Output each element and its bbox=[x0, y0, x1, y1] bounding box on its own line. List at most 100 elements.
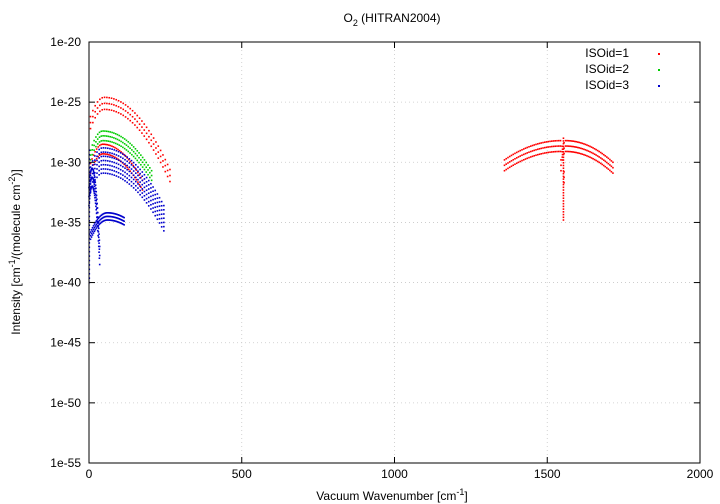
data-point bbox=[98, 154, 101, 156]
data-point bbox=[596, 155, 599, 157]
data-point bbox=[117, 99, 120, 102]
data-point bbox=[104, 172, 107, 175]
data-point bbox=[139, 177, 141, 179]
data-point bbox=[117, 111, 120, 114]
data-point bbox=[562, 153, 565, 156]
data-point bbox=[581, 142, 584, 145]
data-point bbox=[589, 145, 591, 148]
data-point bbox=[554, 150, 557, 153]
data-point bbox=[98, 141, 101, 143]
data-point bbox=[106, 143, 109, 146]
data-point bbox=[150, 199, 152, 202]
data-point bbox=[96, 107, 99, 109]
data-point bbox=[91, 164, 94, 166]
data-point bbox=[91, 158, 93, 160]
data-point bbox=[114, 213, 117, 215]
data-point bbox=[114, 142, 117, 145]
data-point bbox=[149, 167, 151, 169]
data-point bbox=[156, 193, 159, 195]
data-point bbox=[163, 221, 165, 224]
data-point bbox=[562, 137, 565, 140]
data-point bbox=[503, 169, 506, 172]
data-point bbox=[90, 178, 93, 180]
data-point bbox=[139, 168, 141, 171]
data-point bbox=[94, 104, 96, 107]
data-point bbox=[131, 153, 133, 156]
data-point bbox=[139, 172, 141, 175]
data-point bbox=[517, 161, 520, 164]
data-point bbox=[561, 148, 564, 150]
data-point bbox=[586, 149, 588, 152]
data-point bbox=[89, 238, 92, 241]
data-point bbox=[109, 156, 111, 158]
data-point bbox=[95, 199, 98, 202]
data-point bbox=[135, 168, 137, 170]
data-point bbox=[607, 157, 610, 160]
data-point bbox=[132, 178, 135, 181]
data-point bbox=[106, 96, 108, 99]
data-point bbox=[145, 193, 148, 196]
data-point bbox=[89, 154, 92, 156]
data-point bbox=[99, 98, 101, 101]
data-point bbox=[134, 157, 137, 160]
data-point bbox=[155, 153, 157, 155]
data-point bbox=[115, 216, 118, 219]
data-point bbox=[154, 210, 157, 213]
data-point bbox=[157, 157, 160, 159]
data-point bbox=[152, 198, 154, 201]
data-point bbox=[98, 216, 101, 218]
data-point bbox=[570, 151, 573, 153]
data-point bbox=[114, 137, 117, 140]
data-point bbox=[92, 178, 95, 181]
data-point bbox=[97, 227, 100, 230]
data-point bbox=[117, 148, 119, 151]
data-point bbox=[162, 166, 164, 168]
data-point bbox=[123, 216, 125, 219]
data-point bbox=[94, 180, 96, 182]
data-point bbox=[106, 215, 109, 218]
data-point bbox=[89, 181, 92, 183]
data-point bbox=[115, 170, 118, 173]
data-point bbox=[115, 110, 118, 113]
data-point bbox=[160, 217, 163, 220]
data-point bbox=[98, 245, 101, 248]
data-point bbox=[158, 196, 161, 199]
data-point bbox=[106, 160, 109, 162]
data-point bbox=[98, 136, 101, 138]
tick-labels: 0 500 1000 1500 2000 1e-20 1e-25 1e-30 1e-35 1e-4… bbox=[50, 35, 713, 481]
data-point bbox=[95, 203, 98, 206]
data-point bbox=[91, 181, 94, 183]
data-point bbox=[113, 216, 116, 219]
data-point bbox=[117, 105, 120, 108]
data-point bbox=[117, 171, 120, 174]
data-point bbox=[108, 96, 111, 99]
data-point bbox=[584, 143, 587, 146]
data-point bbox=[96, 133, 99, 136]
data-point bbox=[124, 104, 127, 106]
data-point bbox=[116, 217, 119, 219]
data-point bbox=[533, 154, 536, 157]
data-point bbox=[542, 147, 544, 149]
data-point bbox=[89, 183, 92, 185]
data-point bbox=[111, 156, 113, 159]
data-point bbox=[589, 151, 591, 153]
data-point bbox=[562, 178, 565, 180]
data-point bbox=[156, 197, 159, 200]
data-point bbox=[562, 213, 565, 216]
data-point bbox=[127, 111, 129, 114]
series-isoid-1 bbox=[89, 96, 614, 221]
data-point bbox=[125, 139, 128, 142]
data-point bbox=[95, 157, 98, 160]
data-point bbox=[90, 187, 93, 189]
legend-symbol-isoid-1 bbox=[658, 53, 660, 55]
data-point bbox=[547, 146, 550, 148]
data-point bbox=[116, 138, 119, 141]
data-point bbox=[118, 149, 121, 152]
data-point bbox=[111, 152, 113, 155]
data-point bbox=[507, 167, 509, 170]
data-point bbox=[94, 228, 97, 231]
data-point bbox=[93, 194, 96, 197]
data-point bbox=[93, 139, 95, 142]
data-point bbox=[111, 216, 114, 218]
data-point bbox=[111, 173, 113, 176]
